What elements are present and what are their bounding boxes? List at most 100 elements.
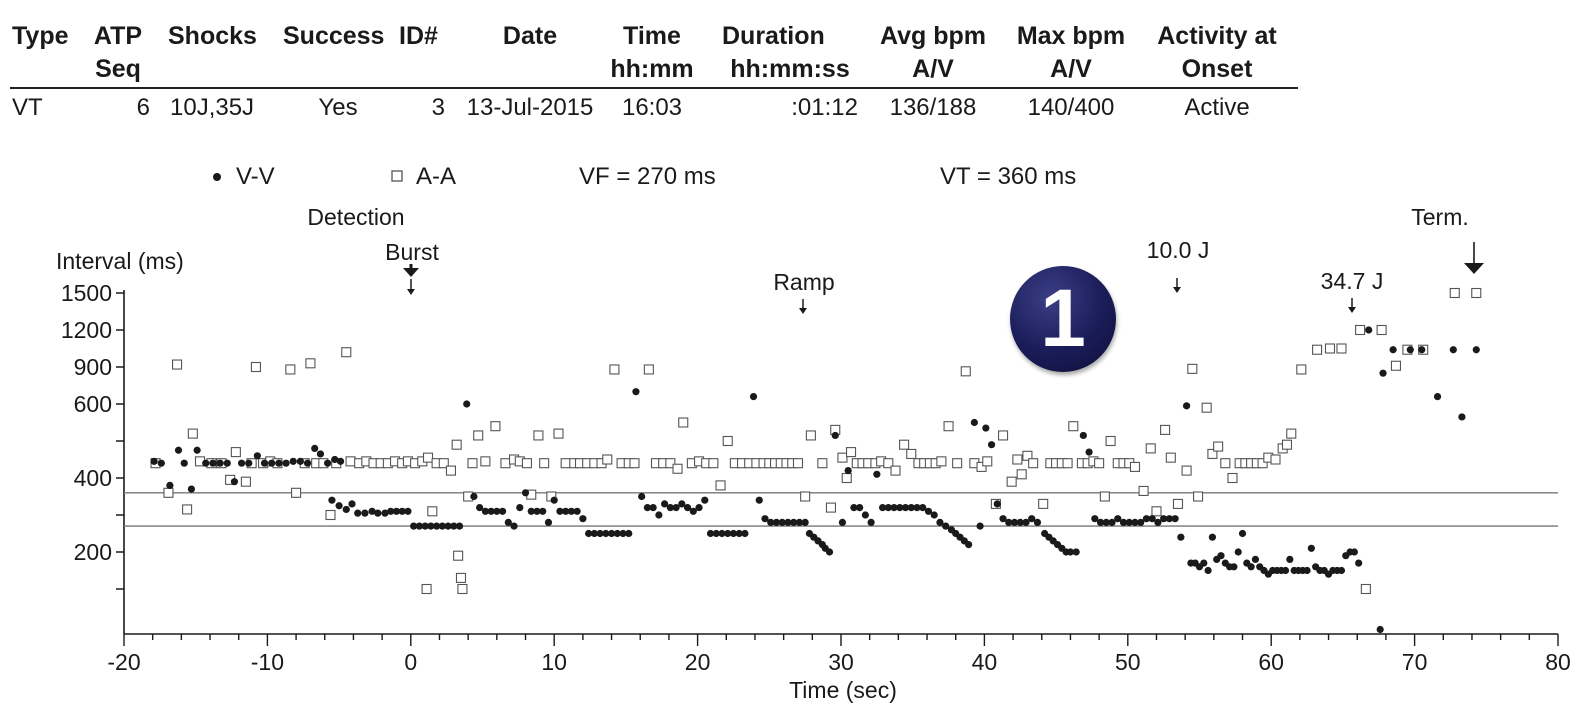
vv-point bbox=[970, 418, 978, 427]
vv-point bbox=[701, 496, 709, 504]
vv-point bbox=[1418, 346, 1426, 354]
vv-point bbox=[1376, 625, 1384, 634]
aa-point bbox=[490, 421, 501, 432]
header-success: Success bbox=[283, 20, 393, 53]
aa-point bbox=[1324, 343, 1336, 354]
vv-point bbox=[1303, 566, 1311, 575]
vv-point bbox=[689, 507, 697, 515]
x-ticks: -20 -10 0 10 20 30 40 50 60 70 80 bbox=[107, 634, 1571, 675]
vv-point bbox=[1230, 563, 1238, 571]
vv-point bbox=[638, 492, 646, 501]
y-ticks: 1500 1200 900 600 400 200 bbox=[61, 280, 124, 590]
vv-point bbox=[942, 522, 950, 530]
y-tick-label: 400 bbox=[74, 465, 112, 491]
vv-point bbox=[1379, 369, 1387, 377]
aa-point bbox=[1227, 472, 1238, 484]
vv-point bbox=[619, 529, 627, 538]
header-line: hh:mm:ss bbox=[730, 55, 850, 83]
cell-shocks: 10J,35J bbox=[170, 94, 255, 121]
annotation-ramp: Ramp bbox=[773, 269, 834, 295]
vv-point bbox=[1350, 548, 1358, 556]
vv-point bbox=[230, 478, 239, 486]
annotation-term: Term. bbox=[1411, 204, 1469, 230]
y-tick-label: 1500 bbox=[61, 280, 112, 306]
vv-point bbox=[404, 507, 412, 515]
aa-point bbox=[883, 458, 894, 469]
aa-point bbox=[521, 458, 533, 469]
vv-point bbox=[982, 424, 990, 432]
cell-activity: Active bbox=[1184, 94, 1250, 121]
aa-point bbox=[841, 472, 852, 484]
aa-point bbox=[1213, 441, 1224, 452]
aa-point bbox=[1336, 343, 1347, 354]
header-line: A/V bbox=[1050, 55, 1092, 83]
series-vv bbox=[150, 326, 1480, 634]
aa-point bbox=[672, 463, 683, 474]
x-tick-label: 70 bbox=[1402, 649, 1428, 675]
arrow-down-icon bbox=[799, 299, 807, 314]
vv-point bbox=[1365, 326, 1373, 334]
vv-point bbox=[174, 446, 183, 454]
x-axis-title: Time (sec) bbox=[789, 677, 897, 703]
aa-point bbox=[805, 430, 816, 441]
vv-point bbox=[579, 515, 587, 523]
vv-point bbox=[1079, 431, 1087, 440]
arrow-down-icon bbox=[403, 264, 419, 295]
x-tick-label: 50 bbox=[1115, 649, 1141, 675]
vv-point bbox=[427, 522, 435, 530]
vv-point bbox=[632, 388, 640, 396]
vv-point bbox=[421, 522, 429, 530]
aa-point bbox=[230, 447, 241, 458]
header-line: Seq bbox=[95, 55, 141, 83]
aa-point bbox=[1012, 454, 1023, 465]
header-line: ATP bbox=[93, 22, 143, 50]
vv-point bbox=[354, 509, 362, 517]
vv-point bbox=[282, 459, 290, 467]
aa-point bbox=[473, 430, 484, 441]
vv-point bbox=[1160, 515, 1168, 523]
aa-point bbox=[1201, 402, 1212, 413]
vv-point bbox=[216, 459, 224, 467]
aa-point bbox=[285, 364, 296, 375]
vv-point bbox=[455, 522, 464, 530]
vv-point bbox=[999, 515, 1007, 523]
aa-point bbox=[291, 487, 302, 498]
vv-point bbox=[1238, 529, 1247, 538]
vv-point bbox=[527, 507, 535, 515]
aa-point bbox=[982, 456, 993, 467]
vv-point bbox=[838, 518, 847, 526]
header-shocks: Shocks bbox=[168, 20, 278, 53]
vv-point bbox=[965, 541, 973, 549]
aa-point bbox=[467, 458, 478, 469]
header-line: Shocks bbox=[168, 22, 257, 50]
vv-point bbox=[729, 529, 738, 538]
aa-point bbox=[1286, 428, 1297, 439]
vv-point bbox=[590, 529, 598, 538]
vv-point bbox=[1286, 555, 1294, 563]
table-divider bbox=[10, 87, 1298, 89]
header-duration: Duration hh:mm:ss bbox=[722, 20, 858, 86]
header-line: Max bpm bbox=[1016, 22, 1126, 50]
vv-point bbox=[930, 511, 938, 519]
aa-point bbox=[1028, 458, 1039, 469]
vv-point bbox=[907, 504, 915, 512]
vv-point bbox=[187, 485, 195, 493]
vv-point bbox=[856, 504, 864, 512]
aa-point bbox=[1138, 485, 1149, 497]
vv-point bbox=[1406, 346, 1414, 354]
vv-point bbox=[328, 496, 336, 504]
aa-point bbox=[722, 435, 733, 447]
vv-point bbox=[795, 518, 804, 526]
vv-point bbox=[831, 431, 839, 440]
vv-point bbox=[1200, 559, 1208, 567]
vv-point bbox=[1005, 518, 1013, 526]
x-tick-label: 20 bbox=[685, 649, 711, 675]
vv-point bbox=[1137, 518, 1145, 526]
x-tick-label: 0 bbox=[404, 649, 417, 675]
vv-point bbox=[539, 507, 547, 515]
vv-point bbox=[533, 507, 541, 515]
aa-point bbox=[1172, 498, 1184, 509]
annotations: Detection Burst Ramp 10.0 J 34.7 J Term. bbox=[307, 204, 1484, 314]
vv-point bbox=[398, 507, 406, 515]
vv-point bbox=[223, 459, 231, 467]
